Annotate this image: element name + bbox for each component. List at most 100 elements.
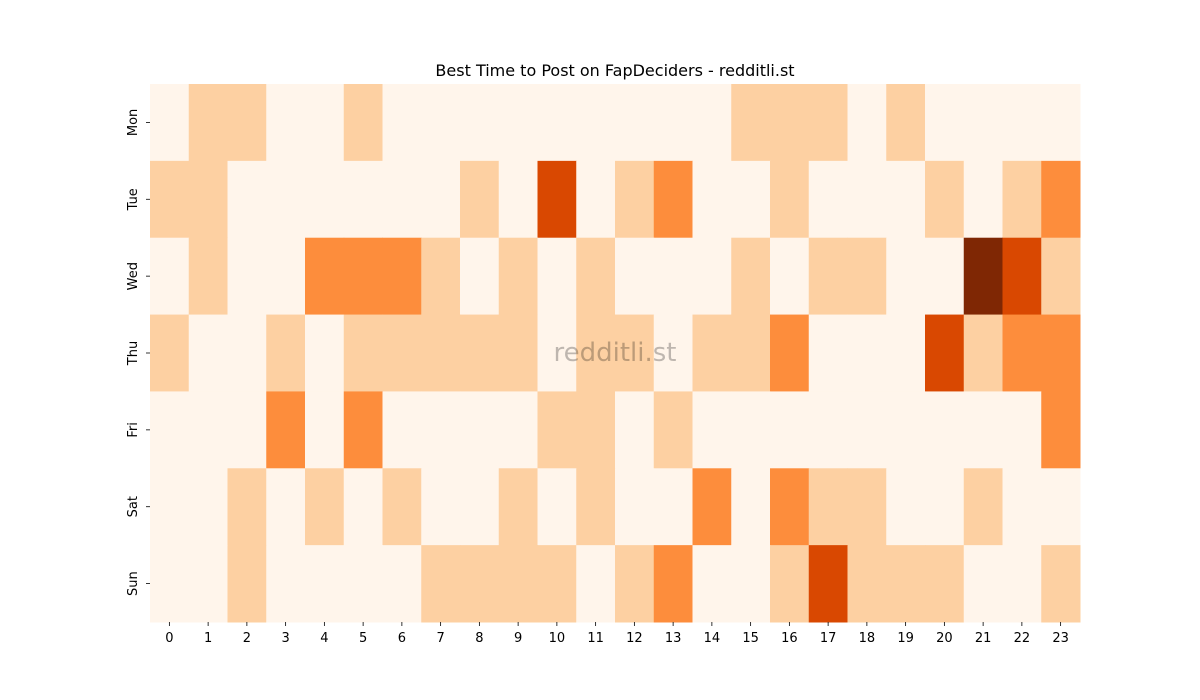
heatmap-cell <box>421 84 461 162</box>
heatmap-cell <box>382 160 422 239</box>
heatmap-cell <box>343 468 383 546</box>
x-tick-label: 22 <box>1014 631 1031 646</box>
heatmap-cell <box>421 237 461 316</box>
heatmap-cell <box>692 314 732 392</box>
heatmap-cell <box>576 391 616 469</box>
heatmap-cell <box>537 391 577 469</box>
heatmap-cell <box>227 84 267 162</box>
heatmap-cell <box>847 160 887 239</box>
x-tick-label: 5 <box>359 631 367 646</box>
heatmap-cell <box>266 391 306 469</box>
heatmap-cell <box>1002 84 1042 162</box>
heatmap-cell <box>615 468 655 546</box>
heatmap-cell <box>498 391 538 469</box>
heatmap-cell <box>1002 160 1042 239</box>
heatmap-cell <box>266 468 306 546</box>
heatmap-cell <box>770 84 810 162</box>
heatmap-cell <box>1002 391 1042 469</box>
heatmap-cell <box>653 237 693 316</box>
heatmap-cell <box>460 160 500 239</box>
heatmap-cell <box>305 314 345 392</box>
heatmap-cell <box>382 314 422 392</box>
heatmap-cell <box>925 160 965 239</box>
heatmap-cell <box>188 160 228 239</box>
heatmap-cell <box>1041 314 1081 392</box>
heatmap-cell <box>266 545 306 623</box>
heatmap-cell <box>498 160 538 239</box>
heatmap-cell <box>343 391 383 469</box>
heatmap-cell <box>615 545 655 623</box>
heatmap-cell <box>886 237 926 316</box>
heatmap-cell <box>150 160 190 239</box>
heatmap-cell <box>498 237 538 316</box>
heatmap-cell <box>460 84 500 162</box>
heatmap-cell <box>421 314 461 392</box>
heatmap-cell <box>266 237 306 316</box>
heatmap-cell <box>770 391 810 469</box>
heatmap-cell <box>460 314 500 392</box>
heatmap-cell <box>808 237 848 316</box>
heatmap-cell <box>421 391 461 469</box>
heatmap-cell <box>460 391 500 469</box>
heatmap-cell <box>537 314 577 392</box>
heatmap-cells <box>150 84 1081 623</box>
heatmap-cell <box>150 468 190 546</box>
heatmap-cell <box>692 84 732 162</box>
heatmap-cell <box>808 314 848 392</box>
heatmap-cell <box>1041 160 1081 239</box>
heatmap-cell <box>576 545 616 623</box>
x-tick-label: 18 <box>859 631 876 646</box>
heatmap-cell <box>615 237 655 316</box>
x-tick-label: 12 <box>626 631 643 646</box>
heatmap-cell <box>808 391 848 469</box>
heatmap-cell <box>150 314 190 392</box>
heatmap-cell <box>770 468 810 546</box>
heatmap-cell <box>150 391 190 469</box>
heatmap-cell <box>421 468 461 546</box>
heatmap-cell <box>653 391 693 469</box>
heatmap-cell <box>343 84 383 162</box>
heatmap-cell <box>537 84 577 162</box>
y-tick-label: Sun <box>126 571 141 596</box>
heatmap-cell <box>382 545 422 623</box>
x-tick-label: 7 <box>436 631 444 646</box>
x-tick-label: 2 <box>243 631 251 646</box>
heatmap-cell <box>925 545 965 623</box>
heatmap-cell <box>847 237 887 316</box>
x-tick-label: 16 <box>781 631 798 646</box>
heatmap-cell <box>150 545 190 623</box>
heatmap-cell <box>188 84 228 162</box>
heatmap-cell <box>847 468 887 546</box>
heatmap-cell <box>305 468 345 546</box>
heatmap-cell <box>421 545 461 623</box>
y-tick-label: Fri <box>126 422 141 438</box>
x-tick-label: 8 <box>475 631 483 646</box>
heatmap-cell <box>808 545 848 623</box>
heatmap-cell <box>615 84 655 162</box>
heatmap-cell <box>808 468 848 546</box>
heatmap-cell <box>1041 391 1081 469</box>
heatmap-cell <box>770 160 810 239</box>
heatmap-cell <box>1041 545 1081 623</box>
heatmap-cell <box>188 391 228 469</box>
heatmap-cell <box>188 237 228 316</box>
x-tick-label: 0 <box>165 631 173 646</box>
x-tick-label: 13 <box>665 631 682 646</box>
heatmap-cell <box>963 160 1003 239</box>
heatmap-cell <box>963 84 1003 162</box>
heatmap-cell <box>227 468 267 546</box>
heatmap-cell <box>692 160 732 239</box>
heatmap-cell <box>886 160 926 239</box>
heatmap-cell <box>808 160 848 239</box>
heatmap-cell <box>886 84 926 162</box>
x-tick-label: 21 <box>975 631 992 646</box>
heatmap-cell <box>770 314 810 392</box>
heatmap-cell <box>963 314 1003 392</box>
heatmap-cell <box>770 545 810 623</box>
heatmap-cell <box>150 84 190 162</box>
heatmap-cell <box>692 545 732 623</box>
y-tick-label: Sat <box>126 496 141 517</box>
heatmap-cell <box>653 160 693 239</box>
heatmap-cell <box>731 160 771 239</box>
